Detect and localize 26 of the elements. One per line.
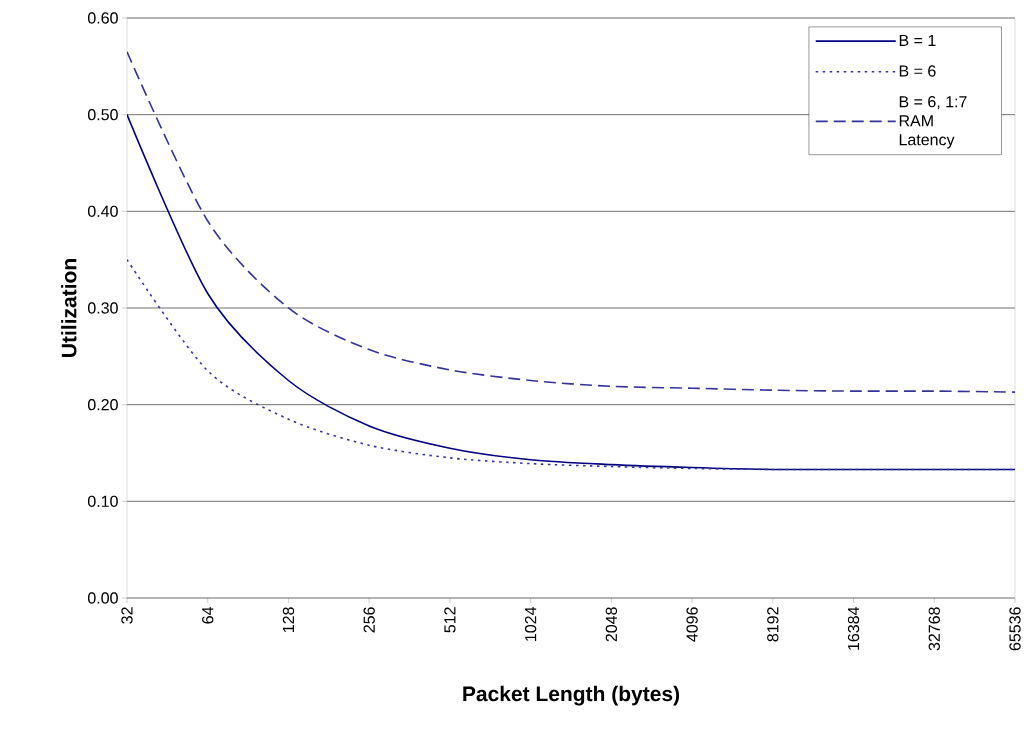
- x-tick-label: 512: [444, 607, 456, 633]
- x-tick-label: 65536: [1009, 607, 1021, 651]
- x-tick-label: 16384: [847, 606, 860, 650]
- x-tick-label: 8192: [767, 607, 779, 642]
- x-tick-label: 4096: [686, 607, 698, 642]
- y-tick-label: 0.30: [87, 302, 118, 314]
- x-tick-label: 64: [202, 606, 214, 624]
- legend-label: B = 6: [899, 65, 936, 77]
- x-tick-label: 256: [363, 607, 375, 633]
- x-tick-label: 2048: [605, 607, 618, 642]
- y-tick-label: 0.40: [87, 205, 118, 217]
- y-tick-label: 0.20: [87, 399, 118, 411]
- legend-label: B = 1: [899, 34, 936, 46]
- y-axis-title: Utilization: [61, 259, 77, 357]
- y-tick-label: 0.60: [87, 12, 118, 24]
- x-axis-title: Packet Length (bytes): [463, 685, 680, 706]
- y-tick-label: 0.50: [87, 109, 118, 121]
- x-tick-label: 32: [121, 607, 133, 624]
- x-tick-label: 1024: [524, 606, 537, 641]
- y-tick-label: 0.00: [87, 592, 118, 604]
- x-tick-label: 128: [282, 607, 295, 632]
- line-series: [127, 51, 1016, 393]
- legend-label: B = 6, 1:7 RAM Latency: [899, 96, 967, 149]
- y-tick-label: 0.10: [87, 495, 118, 507]
- x-tick-label: 32768: [928, 607, 940, 651]
- line-series: [127, 113, 1016, 471]
